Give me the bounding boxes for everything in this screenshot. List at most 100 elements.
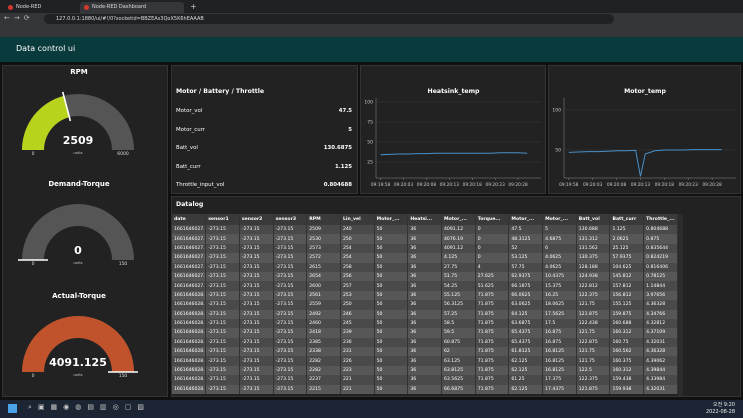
table-cell: -273.15 (239, 328, 274, 338)
column-header: Heatsi... (407, 214, 442, 225)
table-cell: 36 (407, 318, 442, 329)
table-cell: 0.824219 (643, 253, 678, 263)
table-cell: 53.125 (508, 253, 544, 263)
table-cell: 160.75 (609, 337, 645, 348)
table-cell: 54.25 (441, 281, 476, 291)
table-cell: 50 (374, 243, 409, 254)
table-cell: 16.25 (542, 290, 577, 301)
table-cell: 36 (407, 225, 442, 235)
table-cell: 36 (407, 375, 442, 385)
table-cell: 2385 (306, 337, 341, 348)
table-cell: 1661646028... (172, 347, 207, 357)
table-cell: 2572 (306, 253, 341, 263)
table-cell: 121.875 (576, 384, 611, 395)
table-cell: 62.125 (508, 365, 544, 376)
start-button[interactable] (8, 404, 17, 413)
table-cell: 4.39844 (643, 365, 678, 376)
readout-value: 0.804688 (323, 182, 352, 189)
table-cell: -273.15 (239, 365, 274, 376)
table-cell: 231 (340, 347, 375, 357)
table-cell: 0 (475, 243, 510, 254)
table-cell: 2654 (306, 271, 341, 282)
table-cell: 4.32812 (643, 318, 678, 329)
column-header: RPM (306, 214, 341, 225)
table-cell: 0.835644 (643, 243, 678, 254)
table-cell: 2492 (306, 309, 341, 319)
column-header: date (172, 214, 207, 225)
address-bar[interactable]: 127.0.0.1:1880/ui/#!/0?socketid=BBZEAs3Q… (44, 14, 614, 24)
new-tab-button[interactable]: + (190, 2, 197, 11)
column-header: sensor2 (239, 214, 274, 225)
table-row: 1661646028... -273.15 -273.15 -273.15 2338 23… (172, 347, 678, 357)
table-row: 1661646028... -273.15 -273.15 -273.15 2282 22… (172, 365, 678, 376)
table-cell: 56.3125 (441, 300, 476, 310)
table-cell: -273.15 (239, 375, 274, 385)
table-cell: 1661646028... (172, 309, 207, 319)
table-cell: 36 (407, 262, 442, 272)
table-cell: 1661646027... (172, 243, 207, 254)
table-cell: 257 (340, 281, 375, 291)
table-cell: 52 (508, 243, 544, 254)
table-cell: 50 (374, 328, 409, 338)
scrollbar[interactable] (678, 214, 683, 396)
table-cell: 1661646027... (172, 225, 207, 235)
table-cell: 1661646028... (172, 290, 207, 301)
tab-title: Node-RED Dashboard (92, 4, 147, 10)
table-cell: 5 (542, 225, 577, 235)
table-cell: 0 (475, 225, 510, 235)
readout-label: Batt_curr (176, 163, 201, 170)
table-cell: 36 (407, 356, 442, 366)
table-cell: -273.15 (239, 337, 274, 348)
table-cell: 36 (407, 337, 442, 348)
table-cell: 50 (374, 234, 409, 244)
table-cell: 4.0625 (542, 262, 577, 272)
table-cell: 121.875 (576, 309, 611, 319)
table-cell: -273.15 (273, 375, 308, 385)
table-cell: 4.33984 (643, 375, 678, 385)
table-cell: 50 (374, 384, 409, 395)
table-cell: 0.816406 (643, 262, 678, 272)
readout-label: Motor_vol (176, 108, 203, 114)
table-cell: -273.15 (273, 328, 308, 338)
table-cell: 17.5625 (542, 309, 577, 319)
table-row: 1661646027... -273.15 -273.15 -273.15 2654 25… (172, 271, 678, 282)
date: 2022-08-28 (705, 409, 735, 415)
table-cell: 36 (407, 290, 442, 301)
table-cell: 71.875 (475, 337, 510, 348)
table-cell: 4091.12 (441, 225, 476, 235)
table-row: 1661646028... -273.15 -273.15 -273.15 2460 24… (172, 318, 678, 329)
table-cell: 1661646028... (172, 300, 207, 310)
table-cell: 50 (374, 365, 409, 376)
table-cell: -273.15 (273, 281, 308, 291)
table-cell: 50 (374, 253, 409, 263)
table-cell: -273.15 (205, 318, 240, 329)
table-wrap: date sensor1 sensor2 sensor3 RPM Lin_vel Motor… (172, 214, 678, 396)
table-row: 1661646027... -273.15 -273.15 -273.15 2615 25… (172, 262, 678, 272)
taskbar-apps[interactable]: ⌕▣▦◉◍▤▥◎▢▨ (28, 403, 150, 411)
table-cell: 1661646027... (172, 271, 207, 282)
chart-panel (360, 65, 546, 194)
table-cell: 27.625 (475, 271, 510, 282)
table-cell: 1661646028... (172, 356, 207, 366)
tab[interactable]: Node-RED Dashboard (80, 2, 184, 13)
browser-chrome: Node-RED Node-RED Dashboard + ←→⟳ 127.0.… (0, 0, 743, 37)
table-cell: 71.875 (475, 365, 510, 376)
table-cell: 16.875 (542, 337, 577, 348)
table-cell: 50 (374, 356, 409, 366)
table-cell: 4.125 (441, 253, 476, 263)
table-cell: 1661646027... (172, 262, 207, 272)
table-cell: 4.32031 (643, 337, 678, 348)
table-cell: -273.15 (239, 225, 274, 235)
table-cell: -273.15 (273, 384, 308, 395)
table-cell: 57.25 (441, 309, 476, 319)
nav-buttons[interactable]: ←→⟳ (4, 14, 34, 22)
table-row: 1661646028... -273.15 -273.15 -273.15 2492 24… (172, 309, 678, 319)
table-cell: -273.15 (205, 225, 240, 235)
table-cell: 36 (407, 243, 442, 254)
table-cell: 48.3125 (508, 234, 544, 244)
table-row: 1661646028... -273.15 -273.15 -273.15 2215 22… (172, 384, 678, 395)
table-cell: 4.34766 (643, 309, 678, 319)
table-cell: -273.15 (205, 375, 240, 385)
table-cell: 1661646027... (172, 234, 207, 244)
tab[interactable]: Node-RED (4, 2, 78, 13)
